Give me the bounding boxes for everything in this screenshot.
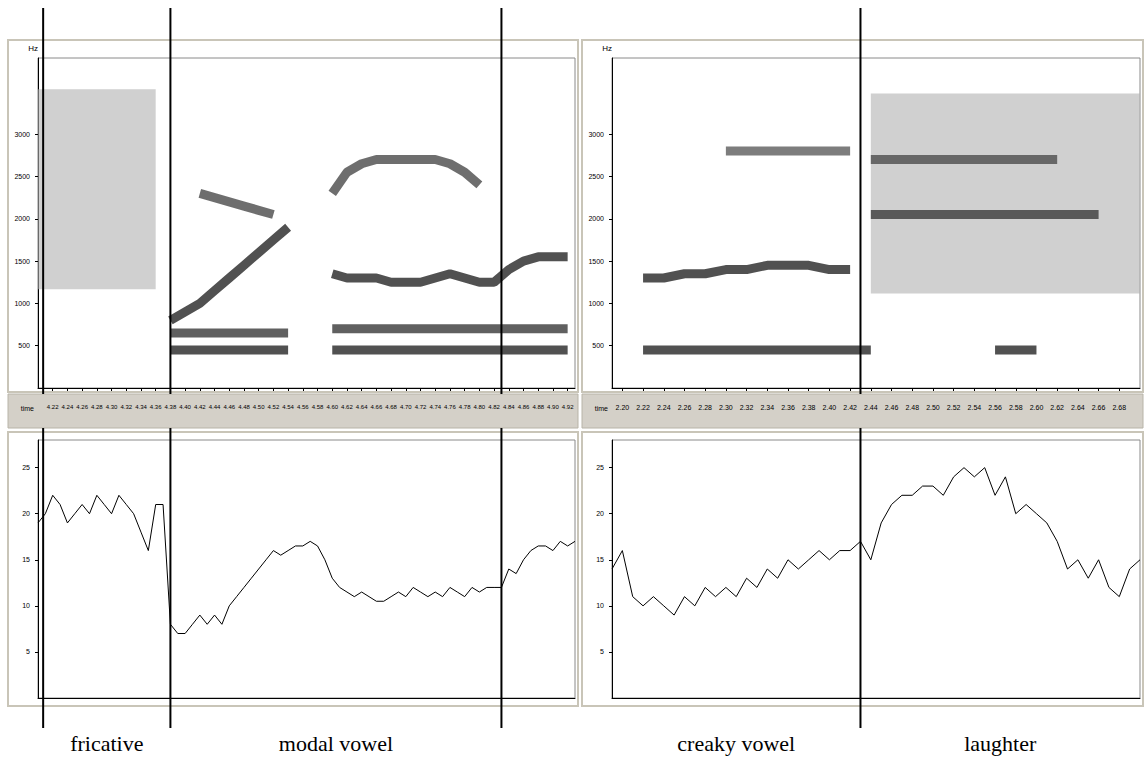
- svg-text:15: 15: [596, 556, 604, 563]
- svg-text:1000: 1000: [14, 300, 30, 307]
- svg-text:2.48: 2.48: [905, 404, 919, 411]
- svg-text:4.58: 4.58: [312, 404, 324, 410]
- svg-text:2.36: 2.36: [781, 404, 795, 411]
- svg-text:modal vowel: modal vowel: [279, 731, 393, 756]
- svg-text:2.20: 2.20: [616, 404, 630, 411]
- svg-text:4.54: 4.54: [282, 404, 294, 410]
- svg-text:time: time: [21, 405, 34, 412]
- svg-text:4.90: 4.90: [547, 404, 559, 410]
- svg-text:4.78: 4.78: [459, 404, 471, 410]
- svg-text:20: 20: [596, 510, 604, 517]
- svg-text:2500: 2500: [588, 173, 604, 180]
- svg-text:4.46: 4.46: [223, 404, 235, 410]
- svg-text:4.76: 4.76: [444, 404, 456, 410]
- svg-text:fricative: fricative: [70, 731, 143, 756]
- svg-text:4.36: 4.36: [150, 404, 162, 410]
- svg-text:2000: 2000: [588, 215, 604, 222]
- svg-text:2.68: 2.68: [1112, 404, 1126, 411]
- svg-text:10: 10: [22, 602, 30, 609]
- svg-text:3000: 3000: [14, 131, 30, 138]
- svg-text:5: 5: [600, 648, 604, 655]
- svg-text:4.50: 4.50: [253, 404, 265, 410]
- svg-text:4.70: 4.70: [400, 404, 412, 410]
- svg-text:2.60: 2.60: [1030, 404, 1044, 411]
- svg-text:4.38: 4.38: [165, 404, 177, 410]
- svg-text:25: 25: [596, 464, 604, 471]
- svg-text:2.38: 2.38: [802, 404, 816, 411]
- svg-text:laughter: laughter: [964, 731, 1037, 756]
- svg-text:2.56: 2.56: [988, 404, 1002, 411]
- svg-text:4.42: 4.42: [194, 404, 206, 410]
- svg-text:2.44: 2.44: [864, 404, 878, 411]
- svg-text:2.30: 2.30: [719, 404, 733, 411]
- svg-text:2500: 2500: [14, 173, 30, 180]
- svg-text:25: 25: [22, 464, 30, 471]
- svg-text:20: 20: [22, 510, 30, 517]
- svg-text:4.44: 4.44: [209, 404, 221, 410]
- svg-text:4.52: 4.52: [268, 404, 280, 410]
- svg-text:Hz: Hz: [602, 44, 612, 53]
- svg-text:2.40: 2.40: [823, 404, 837, 411]
- svg-text:4.72: 4.72: [415, 404, 427, 410]
- svg-text:time: time: [595, 405, 608, 412]
- svg-text:2.54: 2.54: [968, 404, 982, 411]
- svg-text:2.28: 2.28: [698, 404, 712, 411]
- svg-text:15: 15: [22, 556, 30, 563]
- svg-text:4.34: 4.34: [135, 404, 147, 410]
- svg-text:4.28: 4.28: [91, 404, 103, 410]
- svg-text:1500: 1500: [588, 258, 604, 265]
- svg-text:4.80: 4.80: [474, 404, 486, 410]
- svg-text:4.64: 4.64: [356, 404, 368, 410]
- svg-text:4.86: 4.86: [518, 404, 530, 410]
- svg-text:4.40: 4.40: [179, 404, 191, 410]
- svg-text:2.46: 2.46: [885, 404, 899, 411]
- svg-text:4.24: 4.24: [62, 404, 74, 410]
- svg-text:2.24: 2.24: [657, 404, 671, 411]
- svg-text:500: 500: [592, 342, 604, 349]
- svg-text:10: 10: [596, 602, 604, 609]
- svg-text:1000: 1000: [588, 300, 604, 307]
- svg-text:5: 5: [26, 648, 30, 655]
- svg-text:4.56: 4.56: [297, 404, 309, 410]
- svg-text:2.32: 2.32: [740, 404, 754, 411]
- svg-text:2.22: 2.22: [636, 404, 650, 411]
- svg-text:4.30: 4.30: [106, 404, 118, 410]
- svg-text:2.64: 2.64: [1071, 404, 1085, 411]
- svg-text:4.48: 4.48: [238, 404, 250, 410]
- svg-text:2.62: 2.62: [1050, 404, 1064, 411]
- svg-text:4.32: 4.32: [120, 404, 132, 410]
- svg-text:4.84: 4.84: [503, 404, 515, 410]
- svg-text:2.52: 2.52: [947, 404, 961, 411]
- svg-text:2.42: 2.42: [843, 404, 857, 411]
- svg-text:2.26: 2.26: [678, 404, 692, 411]
- svg-text:2.58: 2.58: [1009, 404, 1023, 411]
- svg-text:2.66: 2.66: [1092, 404, 1106, 411]
- svg-text:4.62: 4.62: [341, 404, 353, 410]
- svg-text:2000: 2000: [14, 215, 30, 222]
- svg-text:4.66: 4.66: [371, 404, 383, 410]
- svg-text:creaky vowel: creaky vowel: [677, 731, 795, 756]
- svg-text:3000: 3000: [588, 131, 604, 138]
- svg-text:500: 500: [18, 342, 30, 349]
- svg-text:4.68: 4.68: [385, 404, 397, 410]
- svg-text:4.82: 4.82: [488, 404, 500, 410]
- svg-text:4.26: 4.26: [76, 404, 88, 410]
- svg-text:4.60: 4.60: [326, 404, 338, 410]
- svg-text:1500: 1500: [14, 258, 30, 265]
- svg-text:Hz: Hz: [28, 44, 38, 53]
- svg-text:4.88: 4.88: [532, 404, 544, 410]
- svg-text:4.92: 4.92: [562, 404, 574, 410]
- svg-text:4.74: 4.74: [429, 404, 441, 410]
- svg-text:4.22: 4.22: [47, 404, 59, 410]
- svg-text:2.34: 2.34: [760, 404, 774, 411]
- svg-text:2.50: 2.50: [926, 404, 940, 411]
